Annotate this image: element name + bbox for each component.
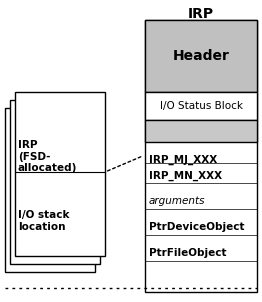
Text: IRP
(FSD-
allocated): IRP (FSD- allocated): [18, 140, 77, 173]
Text: PtrDeviceObject: PtrDeviceObject: [149, 222, 244, 232]
Text: IRP_MN_XXX: IRP_MN_XXX: [149, 171, 222, 181]
Bar: [145, 20, 257, 92]
Text: IRP_MJ_XXX: IRP_MJ_XXX: [149, 155, 217, 165]
Bar: [145, 120, 257, 142]
Text: I/O Status Block: I/O Status Block: [160, 101, 243, 111]
Bar: [145, 20, 257, 292]
Bar: [145, 92, 257, 120]
Bar: [10, 100, 100, 264]
Text: IRP: IRP: [188, 7, 214, 21]
Bar: [5, 108, 95, 272]
Text: PtrFileObject: PtrFileObject: [149, 248, 227, 258]
Text: arguments: arguments: [149, 196, 205, 206]
Bar: [15, 92, 105, 256]
Text: Header: Header: [173, 49, 230, 63]
Text: I/O stack
location: I/O stack location: [18, 210, 69, 232]
